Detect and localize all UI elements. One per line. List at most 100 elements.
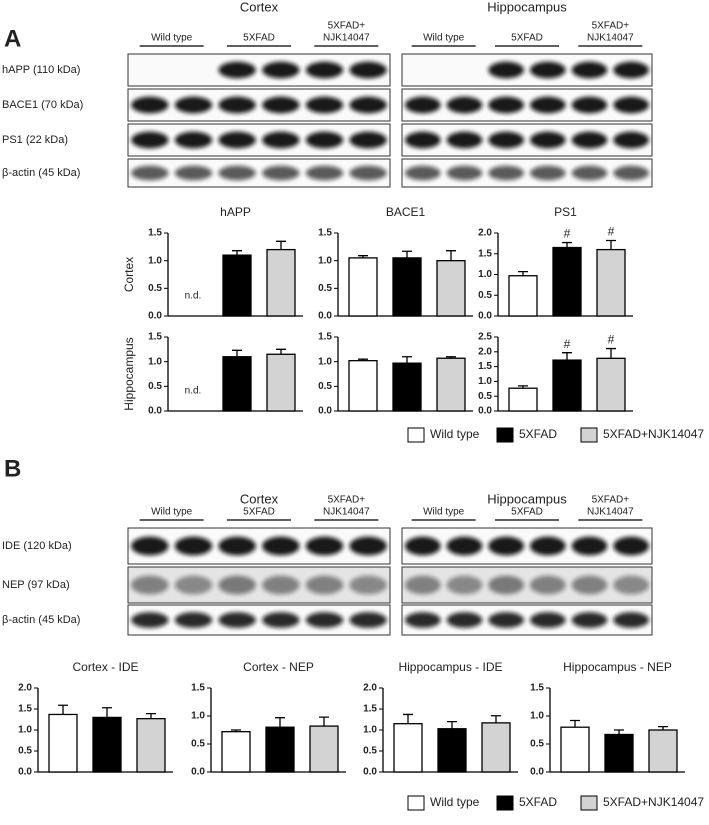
blot-band	[218, 536, 256, 556]
blot-band	[218, 165, 256, 181]
y-tick-label: 1.0	[478, 376, 492, 387]
blot-band	[613, 96, 650, 114]
chart-title: PS1	[554, 205, 577, 219]
blot-label: PS1 (22 kDa)	[2, 134, 68, 146]
legend-swatch	[407, 795, 425, 811]
y-tick-label: 2.0	[18, 683, 32, 694]
blot-band	[488, 536, 525, 556]
error-bar	[446, 250, 456, 261]
blot-band	[571, 61, 608, 79]
error-bar	[358, 255, 368, 258]
bar	[136, 718, 166, 773]
blot-frame	[127, 527, 391, 565]
error-bar	[518, 270, 528, 276]
blot-band	[262, 96, 300, 114]
blot-band	[131, 131, 169, 149]
bar	[222, 254, 252, 317]
blot-band	[613, 536, 650, 556]
blot-band	[613, 612, 650, 628]
blot-band	[174, 165, 213, 181]
bar	[392, 257, 422, 317]
blot-band	[613, 131, 650, 149]
blot-band	[262, 612, 300, 628]
bar	[604, 733, 634, 773]
legend-swatch	[407, 427, 425, 443]
y-tick-label: 0.5	[363, 746, 377, 757]
legend-swatch	[496, 427, 514, 443]
blot-band	[305, 96, 344, 114]
chart-title: Hippocampus - IDE	[398, 660, 502, 674]
blot-label: BACE1 (70 kDa)	[2, 99, 83, 111]
blot-band	[218, 96, 256, 114]
bar	[481, 722, 511, 773]
blot-band	[131, 575, 169, 595]
error-bar	[606, 347, 616, 359]
error-bar	[614, 729, 624, 735]
group-label: Wild type	[151, 33, 193, 44]
blot-band	[446, 131, 483, 149]
blot-band	[262, 61, 300, 79]
annotation: #	[564, 227, 571, 241]
blot-band	[131, 165, 169, 181]
blot-frame	[127, 53, 391, 87]
region-title: Cortex	[240, 491, 279, 506]
blot-band	[488, 575, 525, 595]
bar	[437, 728, 467, 773]
blot-frame	[401, 604, 653, 636]
y-tick-label: 0.0	[478, 311, 492, 322]
blot-band	[404, 612, 441, 628]
error-bar	[358, 358, 368, 361]
blot-frame	[127, 566, 391, 604]
group-label: 5XFAD+	[592, 21, 630, 32]
blot-band	[305, 131, 344, 149]
blot-band	[349, 61, 387, 79]
error-bar	[276, 348, 286, 355]
y-tick-label: 0.0	[148, 311, 162, 322]
error-bar	[447, 720, 457, 729]
blot-band	[349, 96, 387, 114]
legend-label: Wild type	[430, 795, 480, 809]
legend-swatch	[580, 795, 598, 811]
blot-band	[613, 575, 650, 595]
y-tick-label: 0.5	[148, 283, 162, 294]
legend-swatch	[580, 427, 598, 443]
bar	[222, 356, 252, 412]
bar	[508, 387, 538, 412]
blot-band	[529, 612, 566, 628]
group-label: 5XFAD+	[592, 495, 630, 506]
bar	[348, 360, 378, 412]
y-tick-label: 2.0	[478, 228, 492, 239]
blot-band	[305, 536, 344, 556]
group-label: 5XFAD	[243, 507, 275, 518]
y-tick-label: 2.0	[478, 346, 492, 357]
y-tick-label: 1.5	[148, 228, 162, 239]
error-bar	[446, 356, 456, 359]
legend-label: Wild type	[430, 427, 480, 441]
bar	[436, 357, 466, 412]
legend-label: 5XFAD+NJK14047	[603, 427, 704, 441]
error-bar	[319, 716, 329, 727]
chart-title: hAPP	[220, 205, 251, 219]
y-tick-label: 0.0	[363, 767, 377, 778]
group-label: NJK14047	[323, 507, 370, 518]
blot-band	[571, 131, 608, 149]
panel-letter: B	[4, 455, 21, 482]
blot-band	[218, 612, 256, 628]
bar	[266, 353, 296, 412]
blot-band	[613, 61, 650, 79]
group-label: 5XFAD+	[328, 495, 366, 506]
blot-band	[305, 165, 344, 181]
y-tick-label: 0.0	[318, 406, 332, 417]
bar	[266, 248, 296, 317]
blot-band	[404, 131, 441, 149]
bar	[48, 713, 78, 773]
group-label: 5XFAD	[243, 33, 275, 44]
error-bar	[403, 713, 413, 724]
blot-band	[571, 575, 608, 595]
blot-band	[131, 536, 169, 556]
blot-band	[131, 96, 169, 114]
annotation: #	[564, 337, 571, 351]
bar	[265, 726, 295, 773]
blot-band	[218, 575, 256, 595]
y-axis-label: Cortex	[122, 257, 136, 292]
